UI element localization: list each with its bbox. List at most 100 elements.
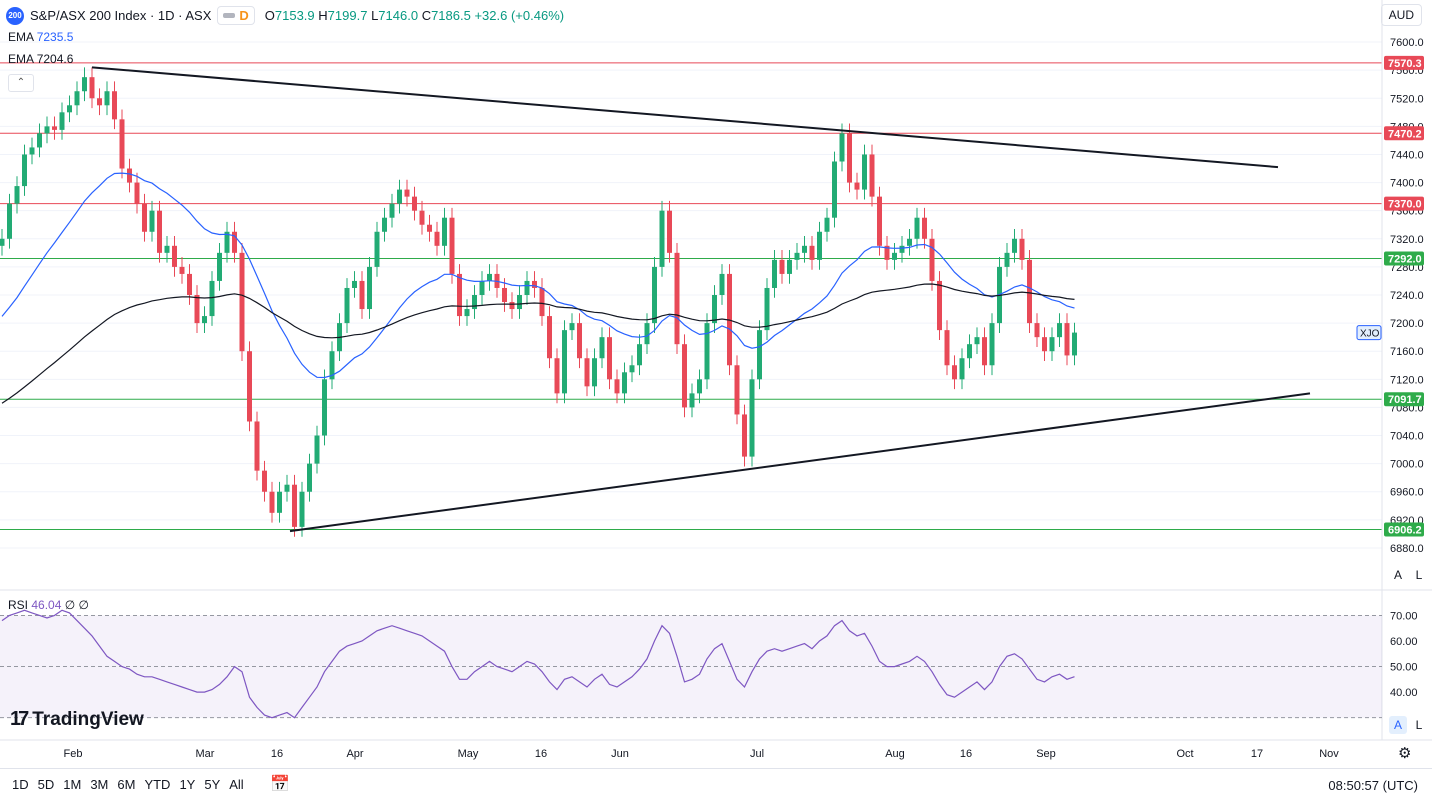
open-value: 7153.9 (274, 8, 315, 23)
candle-body (869, 154, 875, 197)
candle-body (952, 365, 957, 380)
brand-name: TradingView (32, 708, 144, 730)
candle-body (382, 217, 387, 232)
collapse-legend-button[interactable]: ⌃ (8, 74, 34, 92)
ema-legend-1[interactable]: EMA 7235.5 (8, 30, 73, 44)
level-price-tag (1384, 196, 1424, 211)
time-tick-label: Aug (885, 748, 905, 760)
candle-body (794, 252, 800, 260)
candle-body (202, 316, 207, 324)
candle-body (442, 217, 447, 246)
candle-body (487, 273, 492, 281)
candle-body (622, 372, 627, 394)
clock[interactable]: 08:50:57 (UTC) (1328, 778, 1418, 793)
price-tick-label: 7440.0 (1390, 149, 1424, 161)
range-button-3m[interactable]: 3M (90, 777, 109, 792)
range-button-6m[interactable]: 6M (117, 777, 136, 792)
price-tick-label: 7600.0 (1390, 37, 1424, 49)
ohlc-readout: O7153.9 H7199.7 L7146.0 C7186.5 +32.6 (+… (265, 8, 564, 23)
calendar-range-icon[interactable]: 📅 (270, 776, 290, 793)
candle-body (104, 91, 110, 106)
rsi-extra: ∅ ∅ (64, 598, 89, 612)
status-bar-icon (223, 13, 236, 18)
settings-gear-icon[interactable]: ⚙ (1398, 745, 1412, 762)
time-tick-label: Jun (611, 748, 629, 760)
candle-body (22, 154, 27, 187)
rsi-log-scale-button[interactable]: L (1415, 718, 1423, 732)
currency-selector[interactable]: AUD (1380, 4, 1422, 26)
auto-scale-button[interactable]: A (1393, 568, 1402, 582)
level-price-tag (1384, 251, 1424, 266)
level-price-label: 6906.2 (1388, 525, 1422, 537)
price-tick-label: 7400.0 (1390, 178, 1424, 190)
level-price-label: 7570.3 (1388, 58, 1422, 70)
time-tick-label: Apr (346, 748, 363, 760)
candle-body (209, 280, 215, 317)
candle-body (277, 491, 282, 513)
candle-body (629, 365, 635, 373)
candle-body (592, 358, 597, 387)
rsi-value: 46.04 (31, 598, 62, 612)
candle-body (292, 484, 297, 527)
ema-legend-2[interactable]: EMA 7204.6 (8, 52, 73, 66)
range-button-1y[interactable]: 1Y (179, 777, 196, 792)
candle-body (892, 252, 897, 260)
trendlines (91, 66, 1311, 533)
level-price-label: 7292.0 (1388, 253, 1422, 265)
candle-body (82, 77, 87, 92)
low-value: 7146.0 (378, 8, 419, 23)
rsi-legend[interactable]: RSI 46.04 ∅ ∅ (8, 598, 89, 612)
ema-value: 7235.5 (36, 30, 74, 44)
level-price-tag (1384, 522, 1424, 537)
candle-body (742, 414, 747, 457)
candle-body (0, 238, 5, 246)
candle-body (1049, 337, 1055, 352)
candle-body (689, 393, 695, 408)
candle-body (562, 330, 567, 394)
time-tick-label: 16 (960, 748, 972, 760)
candle-body (322, 379, 327, 436)
candle-body (577, 323, 582, 359)
price-tick-label: 7040.0 (1390, 431, 1424, 443)
candle-body (307, 463, 312, 492)
range-button-1d[interactable]: 1D (12, 777, 29, 792)
price-axis: 6880.06920.06960.07000.07040.07080.07120… (1356, 0, 1424, 740)
candle-body (614, 379, 620, 394)
range-button-5y[interactable]: 5Y (204, 777, 221, 792)
log-scale-button[interactable]: L (1415, 568, 1423, 582)
level-price-label: 7370.0 (1388, 199, 1422, 211)
rsi-tick-label: 70.00 (1390, 610, 1418, 622)
candle-body (1027, 259, 1032, 324)
chart-header: 200 S&P/ASX 200 Index · 1D · ASX D O7153… (6, 6, 564, 25)
candle-body (119, 119, 125, 169)
candle-body (217, 252, 222, 281)
rsi-auto-scale-button[interactable]: A (1389, 716, 1407, 734)
price-tick-label: 7000.0 (1390, 459, 1424, 471)
candle-body (922, 217, 927, 239)
symbol-title[interactable]: S&P/ASX 200 Index · 1D · ASX (30, 8, 212, 23)
rsi-pane: 40.00 50.00 60.00 70.00 (0, 589, 1432, 719)
market-status-flag[interactable]: D (217, 6, 255, 25)
candle-body (112, 91, 117, 120)
candle-body (847, 133, 852, 183)
candle-body (1004, 252, 1010, 267)
candle-body (554, 358, 560, 394)
candle-body (89, 77, 95, 99)
time-tick-label: 16 (535, 748, 547, 760)
level-price-label: 7091.7 (1388, 394, 1422, 406)
candle-body (59, 112, 65, 130)
candle-body (569, 323, 575, 331)
range-button-all[interactable]: All (229, 777, 244, 792)
price-tick-label: 6960.0 (1390, 487, 1424, 499)
range-button-ytd[interactable]: YTD (144, 777, 171, 792)
candle-body (344, 287, 350, 324)
candle-body (404, 189, 410, 197)
range-button-1m[interactable]: 1M (63, 777, 82, 792)
tradingview-logo[interactable]: 17 TradingView (10, 708, 144, 731)
candle-body (427, 224, 432, 232)
candle-body (329, 351, 335, 380)
range-button-5d[interactable]: 5D (37, 777, 55, 792)
candle-body (352, 280, 357, 288)
candle-body (389, 203, 395, 218)
candle-body (7, 203, 12, 239)
